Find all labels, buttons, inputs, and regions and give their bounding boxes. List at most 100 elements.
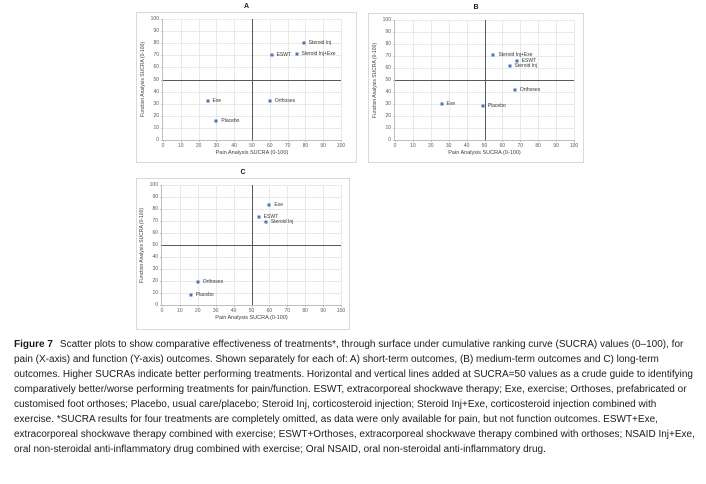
data-point [264,220,268,224]
y-tick-label: 0 [156,137,159,143]
y-tick-label: 70 [152,218,158,224]
tick-mark [430,140,432,142]
x-tick-label: 70 [284,308,291,314]
data-point-label: Placebo [195,292,214,299]
x-tick-label: 40 [231,143,237,149]
chart-canvas-a: 0 10 20 30 40 50 60 70 80 90 100 0 10 20 30 40 50 60 70 80 9… [136,12,357,163]
tick-mark [160,305,162,306]
y-axis-label: Function Analysis SUCRA (0-100) [139,207,145,283]
chart-canvas-c: 0 10 20 30 40 50 60 70 80 90 100 0 10 20 30 40 50 60 70 80 9… [136,178,350,330]
y-tick-label: 50 [153,76,159,83]
data-point-label: Placebo [487,103,506,110]
tick-mark [251,305,253,307]
data-point-label: Steroid Inj [308,40,332,47]
tick-mark [160,197,162,198]
tick-mark [163,140,164,142]
data-point-label: Steroid Inj [270,219,294,226]
data-point [268,99,272,103]
data-point [267,203,271,207]
data-point [257,215,261,219]
tick-mark [160,257,162,258]
gridline [574,20,575,140]
y-tick-label: 100 [149,182,158,188]
data-point [515,59,519,63]
tick-mark [341,305,342,307]
tick-mark [287,305,289,307]
data-point [206,99,209,103]
tick-mark [161,31,163,33]
y-tick-label: 70 [385,53,391,59]
tick-mark [161,55,163,57]
y-tick-label: 20 [152,278,158,284]
tick-mark [161,43,163,45]
x-tick-label: 60 [266,308,273,314]
x-tick-label: 20 [195,308,201,314]
data-point [295,52,298,56]
y-tick-label: 50 [152,242,158,248]
x-tick-label: 30 [445,143,452,149]
x-tick-label: 60 [499,143,506,149]
y-tick-label: 40 [153,88,159,95]
tick-mark [393,140,395,141]
x-tick-label: 100 [569,143,579,149]
tick-mark [160,281,162,282]
y-tick-label: 30 [152,266,158,272]
data-point-label: Orthoses [274,98,296,105]
tick-mark [305,140,307,142]
x-tick-label: 70 [517,143,524,149]
x-tick-label: 60 [267,143,273,149]
y-tick-label: 60 [152,230,158,236]
plot-area: 0 10 20 30 40 50 60 70 80 90 100 0 10 20 30 40 50 60 70 80 9… [140,16,345,156]
x-axis-label: Pain Analysis SUCRA (0-100) [215,315,288,321]
x-tick-label: 80 [302,308,308,314]
tick-mark [393,104,395,105]
tick-mark [341,140,342,142]
x-tick-label: 90 [553,143,559,149]
x-tick-label: 90 [320,143,326,149]
tick-mark [574,140,575,142]
figure-caption-text: Scatter plots to show comparative effect… [14,339,695,455]
tick-mark [160,185,162,186]
x-tick-label: 80 [535,143,541,149]
chart-canvas-b: 0 10 20 30 40 50 60 70 80 90 100 0 10 20 30 40 50 60 70 80 9… [368,13,584,163]
data-point [440,102,444,106]
tick-mark [162,305,163,307]
tick-mark [393,116,395,117]
x-tick-label: 30 [213,143,220,149]
plot-area: 0 10 20 30 40 50 60 70 80 90 100 0 10 20 30 40 50 60 70 80 9… [372,17,578,156]
tick-mark [161,67,163,69]
data-point [481,104,485,108]
y-tick-label: 80 [153,40,159,47]
tick-mark [305,305,307,307]
y-tick-label: 10 [153,124,159,131]
tick-mark [252,140,253,142]
x-tick-label: 80 [302,143,309,149]
gridline [341,19,342,140]
tick-mark [160,209,162,210]
reference-line-horizontal [162,245,341,246]
data-point-label: Orthoses [519,86,541,93]
data-point-label: Steroid Inj+Exe [301,51,336,58]
data-point [214,119,218,123]
y-tick-label: 40 [385,89,391,95]
tick-mark [466,140,468,142]
scatter-plot-short-term: A 0 10 20 30 40 50 60 70 80 90 100 0 10 20 30 40 50 60 70 8… [136,2,357,163]
data-point-label: Steroid Inj+Exe [498,51,533,58]
scatter-plot-medium-term: B 0 10 20 30 40 50 60 70 80 90 100 0 10 20 30 40 50 60 70 8… [368,3,584,163]
data-point-label: Steroid Inj [514,62,538,69]
tick-mark [180,140,182,142]
tick-mark [323,140,325,142]
y-tick-label: 100 [382,17,391,23]
tick-mark [161,115,163,117]
x-tick-label: 0 [393,143,397,149]
x-tick-label: 90 [320,308,326,314]
x-tick-label: 20 [195,143,202,149]
tick-mark [161,19,163,20]
tick-mark [160,269,162,270]
data-point-label: ESWT [521,57,537,64]
data-point [196,280,200,284]
data-point-label: Exe [274,202,284,209]
tick-mark [161,79,163,81]
tick-mark [556,140,558,142]
